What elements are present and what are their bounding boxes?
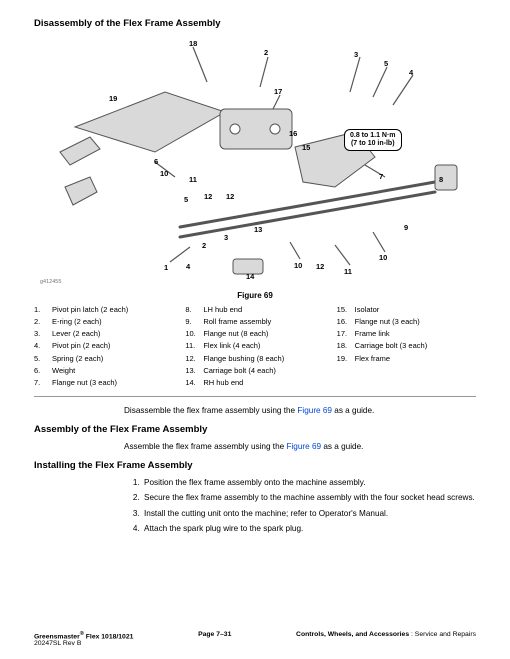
install-step: Position the flex frame assembly onto th… bbox=[142, 477, 476, 488]
callout-12: 12 bbox=[226, 192, 234, 201]
callout-9: 9 bbox=[404, 223, 408, 232]
callout-3: 3 bbox=[354, 50, 358, 59]
parts-row: 15.Isolator bbox=[337, 305, 476, 315]
callout-2: 2 bbox=[264, 48, 268, 57]
callout-13: 13 bbox=[254, 225, 262, 234]
install-step: Attach the spark plug wire to the spark … bbox=[142, 523, 476, 534]
callout-5: 5 bbox=[184, 195, 188, 204]
callout-10: 10 bbox=[160, 169, 168, 178]
callout-3: 3 bbox=[224, 233, 228, 242]
link-figure-69-a[interactable]: Figure 69 bbox=[297, 406, 332, 415]
parts-row: 16.Flange nut (3 each) bbox=[337, 317, 476, 327]
install-step: Secure the flex frame assembly to the ma… bbox=[142, 492, 476, 503]
callout-15: 15 bbox=[302, 143, 310, 152]
callout-18: 18 bbox=[189, 39, 197, 48]
footer-right: Controls, Wheels, and Accessories : Serv… bbox=[296, 631, 476, 647]
callout-11: 11 bbox=[189, 175, 197, 184]
disassemble-text: Disassemble the flex frame assembly usin… bbox=[124, 405, 476, 416]
callout-7: 7 bbox=[379, 172, 383, 181]
callout-12: 12 bbox=[316, 262, 324, 271]
parts-row: 2.E-ring (2 each) bbox=[34, 317, 173, 327]
callout-8: 8 bbox=[439, 175, 443, 184]
link-figure-69-b[interactable]: Figure 69 bbox=[286, 442, 321, 451]
parts-row: 12.Flange bushing (8 each) bbox=[185, 354, 324, 364]
parts-row: 4.Pivot pin (2 each) bbox=[34, 341, 173, 351]
callout-11: 11 bbox=[344, 267, 352, 276]
parts-row: 6.Weight bbox=[34, 366, 173, 376]
parts-row: 17.Frame link bbox=[337, 329, 476, 339]
parts-row: 18.Carriage bolt (3 each) bbox=[337, 341, 476, 351]
parts-row: 19.Flex frame bbox=[337, 354, 476, 364]
parts-col-2: 8.LH hub end 9.Roll frame assembly 10.Flan… bbox=[185, 305, 324, 390]
section-assembly-title: Assembly of the Flex Frame Assembly bbox=[34, 424, 476, 435]
parts-col-3: 15.Isolator 16.Flange nut (3 each) 17.Fram… bbox=[337, 305, 476, 390]
parts-row: 1.Pivot pin latch (2 each) bbox=[34, 305, 173, 315]
figure-caption: Figure 69 bbox=[34, 291, 476, 300]
section-install-title: Installing the Flex Frame Assembly bbox=[34, 460, 476, 471]
parts-row: 8.LH hub end bbox=[185, 305, 324, 315]
parts-row: 11.Flex link (4 each) bbox=[185, 341, 324, 351]
parts-row: 7.Flange nut (3 each) bbox=[34, 378, 173, 388]
footer-left: Greensmaster® Flex 1018/1021 20247SL Rev… bbox=[34, 631, 133, 647]
callout-2: 2 bbox=[202, 241, 206, 250]
callout-1: 1 bbox=[164, 263, 168, 272]
callout-6: 6 bbox=[154, 157, 158, 166]
callout-12: 12 bbox=[204, 192, 212, 201]
assemble-text: Assemble the flex frame assembly using t… bbox=[124, 441, 476, 452]
callout-19: 19 bbox=[109, 94, 117, 103]
callout-16: 16 bbox=[289, 129, 297, 138]
parts-row: 10.Flange nut (8 each) bbox=[185, 329, 324, 339]
parts-list: 1.Pivot pin latch (2 each) 2.E-ring (2 ea… bbox=[34, 305, 476, 390]
callout-14: 14 bbox=[246, 272, 254, 281]
torque-note: 0.8 to 1.1 N·m (7 to 10 in-lb) bbox=[344, 129, 402, 151]
callout-4: 4 bbox=[186, 262, 190, 271]
section-disassembly-title: Disassembly of the Flex Frame Assembly bbox=[34, 18, 476, 29]
callout-10: 10 bbox=[379, 253, 387, 262]
install-step: Install the cutting unit onto the machin… bbox=[142, 508, 476, 519]
callout-10: 10 bbox=[294, 261, 302, 270]
callout-5: 5 bbox=[384, 59, 388, 68]
callout-4: 4 bbox=[409, 68, 413, 77]
parts-row: 9.Roll frame assembly bbox=[185, 317, 324, 327]
callout-17: 17 bbox=[274, 87, 282, 96]
parts-row: 13.Carriage bolt (4 each) bbox=[185, 366, 324, 376]
rule-1 bbox=[34, 396, 476, 397]
footer-page-number: Page 7–31 bbox=[198, 631, 231, 647]
parts-row: 5.Spring (2 each) bbox=[34, 354, 173, 364]
page-footer: Greensmaster® Flex 1018/1021 20247SL Rev… bbox=[34, 631, 476, 647]
parts-col-1: 1.Pivot pin latch (2 each) 2.E-ring (2 ea… bbox=[34, 305, 173, 390]
install-steps: Position the flex frame assembly onto th… bbox=[142, 477, 476, 535]
parts-row: 14.RH hub end bbox=[185, 378, 324, 388]
figure-small-id: g412455 bbox=[40, 279, 61, 285]
parts-row: 3.Lever (2 each) bbox=[34, 329, 173, 339]
figure-69: 0.8 to 1.1 N·m (7 to 10 in-lb) g412455 1… bbox=[34, 37, 476, 287]
